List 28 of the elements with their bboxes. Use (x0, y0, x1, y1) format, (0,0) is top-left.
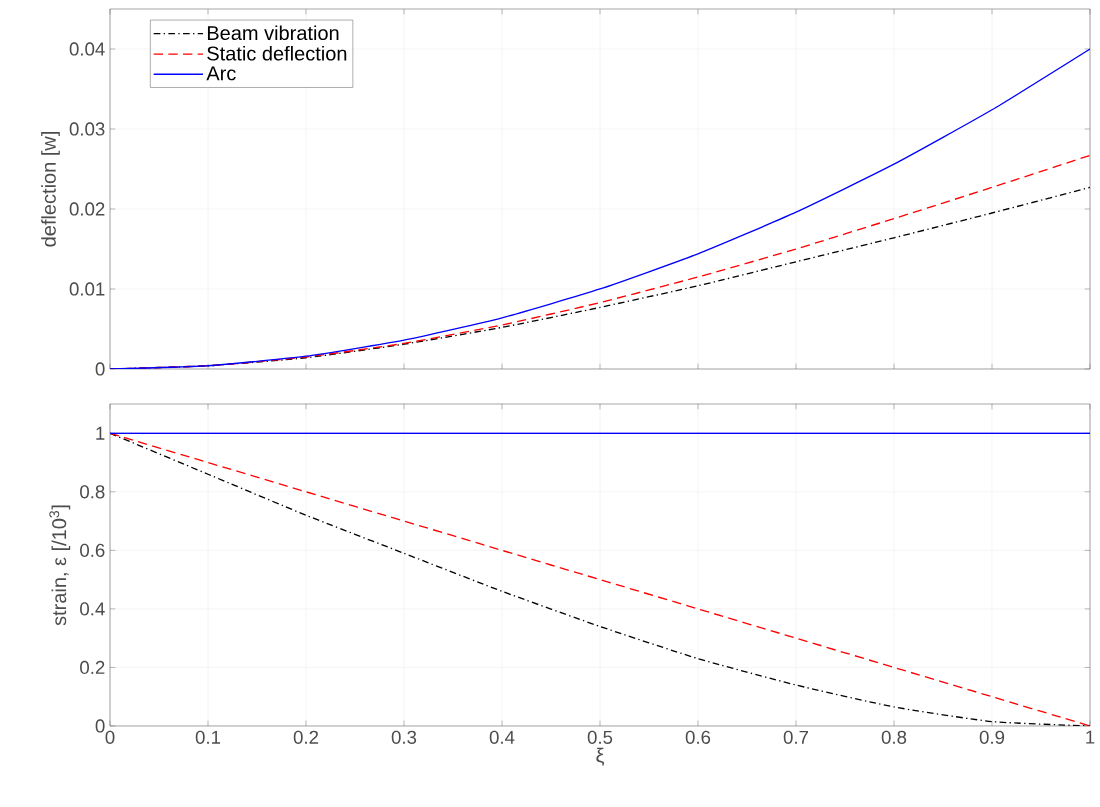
x-tick-label: 0.9 (979, 730, 1005, 744)
y-tick-label: 0.6 (80, 543, 105, 557)
x-tick-label: 0.4 (489, 730, 515, 744)
y-tick-label: 0 (95, 362, 105, 376)
x-tick-label: 0.8 (881, 730, 907, 744)
y-axis-title: deflection [w] (41, 132, 60, 247)
legend-label: Arc (206, 66, 236, 81)
x-tick-label: 0.7 (783, 730, 809, 744)
y-tick-label: 0.04 (69, 42, 105, 56)
x-tick-label: 0 (105, 730, 115, 744)
y-tick-label: 0.4 (80, 602, 105, 616)
x-tick-label: 0.1 (195, 730, 221, 744)
x-axis-title: ξ (596, 747, 605, 766)
y-tick-label: 0.2 (80, 660, 105, 675)
x-tick-label: 0.3 (391, 730, 417, 744)
y-tick-label: 1 (96, 426, 105, 440)
x-tick-label: 0.6 (685, 730, 711, 744)
y-tick-label: 0 (95, 719, 105, 733)
y-axis-title: strain, ε [/10$^{3}$] (49, 505, 71, 626)
y-tick-label: 0.8 (80, 485, 105, 499)
x-tick-label: 0.5 (587, 730, 613, 744)
y-tick-label: 0.03 (69, 122, 105, 136)
legend-label: Beam vibration (207, 25, 339, 41)
legend-label: Static deflection (207, 45, 347, 61)
x-tick-label: 0.2 (293, 730, 319, 744)
y-tick-label: 0.01 (69, 282, 105, 296)
y-tick-label: 0.02 (69, 202, 105, 216)
x-tick-label: 1 (1086, 730, 1095, 744)
